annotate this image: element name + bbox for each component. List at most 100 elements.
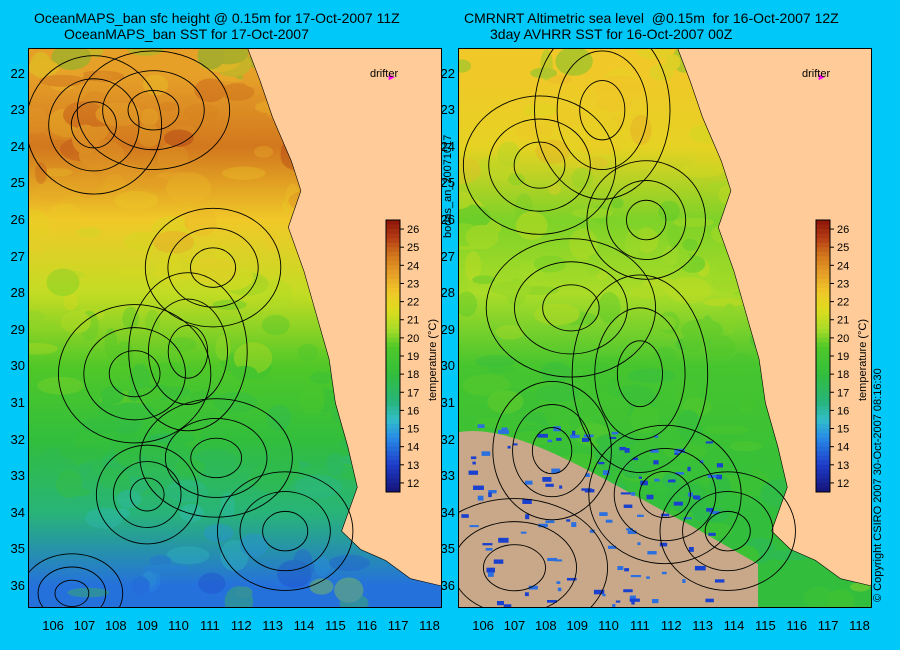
contour-loop — [48, 78, 140, 172]
colorbar-segment — [386, 433, 400, 439]
contour-loop — [167, 324, 209, 379]
contour-loop — [458, 521, 577, 608]
contour-loop — [571, 274, 709, 474]
colorbar-segment — [386, 365, 400, 371]
y-tick-label: 23 — [10, 102, 25, 118]
colorbar-segment — [816, 451, 830, 457]
contour-loop — [76, 50, 231, 170]
contour-loop — [534, 48, 671, 200]
left-drifter-label: drifter — [370, 68, 399, 80]
x-tick-label: 108 — [534, 618, 557, 633]
colorbar-segment — [386, 342, 400, 348]
colorbar-tick-label: 12 — [837, 478, 849, 490]
colorbar-tick-label: 12 — [407, 478, 419, 490]
left-title-line2: OceanMAPS_ban SST for 17-Oct-2007 — [64, 26, 309, 42]
x-tick-label: 109 — [136, 618, 159, 633]
colorbar: 12 13 14 15 16 17 18 19 20 21 22 23 24 25 26 temperatur… — [385, 219, 439, 493]
y-tick-label: 29 — [440, 321, 455, 337]
contour-loop — [139, 398, 293, 518]
contour-loop — [556, 50, 648, 170]
x-tick-label: 117 — [817, 618, 839, 633]
colorbar-segment — [816, 256, 830, 262]
colorbar-segment — [816, 247, 830, 253]
colorbar-segment — [386, 333, 400, 339]
colorbar-segment — [386, 401, 400, 407]
colorbar-segment — [816, 224, 830, 230]
colorbar-segment — [386, 396, 400, 402]
contour-loop — [485, 238, 657, 378]
contour-loop — [112, 461, 182, 528]
x-tick-label: 112 — [230, 618, 252, 633]
colorbar-segment — [386, 242, 400, 248]
x-tick-label: 116 — [786, 618, 808, 633]
x-tick-label: 113 — [262, 618, 283, 633]
y-tick-label: 36 — [440, 578, 455, 594]
contour-loop — [37, 566, 107, 608]
colorbar-segment — [386, 301, 400, 307]
colorbar-segment — [816, 342, 830, 348]
colorbar-segment — [816, 292, 830, 298]
colorbar-segment — [816, 392, 830, 398]
contour-loop — [659, 471, 796, 591]
colorbar-segment — [386, 356, 400, 362]
colorbar-tick-label: 18 — [837, 369, 849, 381]
x-tick-label: 114 — [293, 618, 315, 633]
colorbar-segment — [816, 460, 830, 466]
left-title-line1: OceanMAPS_ban sfc height @ 0.15m for 17-… — [34, 10, 400, 26]
colorbar-segment — [816, 278, 830, 284]
contour-loop — [704, 510, 751, 552]
contour-loop — [95, 444, 199, 545]
colorbar-tick-label: 13 — [837, 460, 849, 472]
x-tick-label: 111 — [200, 618, 220, 633]
colorbar-segment — [816, 383, 830, 389]
x-tick-label: 118 — [849, 618, 870, 633]
colorbar-segment — [386, 337, 400, 343]
colorbar-segment — [816, 464, 830, 470]
y-tick-label: 33 — [10, 468, 25, 484]
colorbar-tick-label: 23 — [837, 278, 849, 290]
contour-loop — [190, 247, 237, 288]
colorbar-segment — [386, 442, 400, 448]
y-tick-label: 33 — [440, 468, 455, 484]
contour-loop — [682, 491, 774, 572]
colorbar-tick-label: 21 — [837, 315, 849, 327]
colorbar-tick-label: 15 — [837, 424, 849, 436]
colorbar-segment — [816, 315, 830, 321]
colorbar-segment — [816, 442, 830, 448]
x-tick-label: 109 — [566, 618, 589, 633]
x-tick-label: 114 — [723, 618, 745, 633]
colorbar-segment — [816, 473, 830, 479]
colorbar-segment — [816, 482, 830, 488]
colorbar-segment — [386, 278, 400, 284]
colorbar-segment — [816, 374, 830, 380]
x-tick-label: 113 — [692, 618, 713, 633]
contour-loop — [531, 427, 573, 475]
colorbar-tick-label: 14 — [407, 442, 419, 454]
map-frame — [28, 48, 442, 608]
colorbar-segment — [816, 333, 830, 339]
x-tick-label: 115 — [754, 618, 776, 633]
colorbar-segment — [386, 351, 400, 357]
colorbar-segment — [816, 306, 830, 312]
colorbar-segment — [386, 419, 400, 425]
colorbar-segment — [386, 392, 400, 398]
colorbar-segment — [386, 387, 400, 393]
colorbar-segment — [816, 265, 830, 271]
right-sst-map: 12 13 14 15 16 17 18 19 20 21 22 23 24 25 26 temperatur… — [458, 48, 872, 608]
drifter-marker — [818, 74, 825, 81]
colorbar-tick-label: 24 — [837, 260, 849, 272]
y-tick-label: 36 — [10, 578, 25, 594]
colorbar-segment — [816, 365, 830, 371]
colorbar-segment — [816, 337, 830, 343]
contour-loop — [513, 141, 566, 189]
y-tick-label: 24 — [10, 138, 25, 154]
colorbar-segment — [816, 324, 830, 330]
colorbar-segment — [816, 238, 830, 244]
x-tick-label: 112 — [660, 618, 682, 633]
y-tick-label: 23 — [440, 102, 455, 118]
colorbar-segment — [386, 315, 400, 321]
contour-loop — [625, 199, 667, 241]
copyright-text: © Copyright CSIRO 2007 30-Oct-2007 08:16… — [872, 368, 884, 602]
colorbar-segment — [816, 242, 830, 248]
colorbar-segment — [386, 378, 400, 384]
